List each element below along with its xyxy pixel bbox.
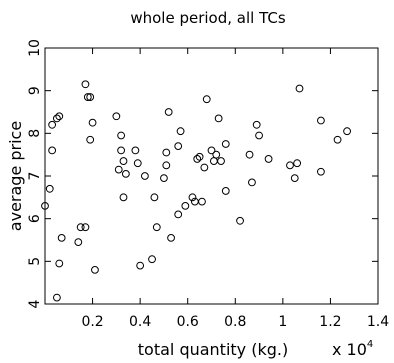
x-tick-label: 1.2 (319, 314, 341, 330)
y-tick-label: 10 (27, 39, 43, 57)
data-points (41, 80, 351, 302)
x-axis-multiplier-base: x 10 (332, 340, 367, 359)
data-point (141, 172, 149, 180)
data-point (245, 150, 254, 159)
data-point (174, 142, 183, 151)
data-point (255, 131, 263, 140)
data-point (162, 148, 171, 157)
data-point (217, 157, 225, 165)
data-point (86, 135, 95, 144)
data-point (164, 108, 173, 116)
data-point (209, 157, 218, 165)
data-point (83, 93, 92, 101)
chart-title: whole period, all TCs (130, 9, 285, 27)
data-point (119, 193, 128, 202)
data-point (333, 135, 342, 144)
data-point (214, 114, 223, 123)
x-tick-label: 1.4 (367, 314, 389, 330)
y-tick-label: 6 (27, 214, 43, 223)
data-point (290, 174, 299, 183)
data-point (193, 155, 202, 163)
data-point (41, 201, 49, 210)
data-point (91, 265, 99, 274)
data-point (148, 255, 156, 264)
x-axis-multiplier: x 104 (332, 339, 373, 359)
data-point (121, 169, 130, 178)
y-tick-label: 4 (27, 299, 43, 308)
x-tick-label: 0.2 (81, 314, 103, 330)
y-tick-label: 5 (27, 257, 43, 266)
data-point (86, 93, 95, 101)
x-axis: 0.2 0.4 0.6 0.8 1 1.2 1.4 (81, 48, 389, 330)
y-tick-label: 7 (27, 172, 43, 181)
data-point (212, 150, 221, 159)
x-axis-label: total quantity (kg.) (138, 340, 288, 359)
data-point (81, 223, 90, 232)
data-point (286, 161, 294, 170)
data-point (52, 114, 61, 123)
data-point (195, 152, 204, 161)
data-point (76, 223, 85, 232)
data-point (221, 187, 230, 195)
data-point (48, 120, 57, 129)
data-point (162, 161, 171, 170)
data-point (150, 193, 159, 202)
data-point (55, 112, 64, 121)
x-tick-label: 0.4 (129, 314, 151, 330)
data-point (131, 146, 140, 155)
data-point (264, 155, 273, 163)
x-axis-multiplier-exponent: 4 (367, 339, 373, 350)
x-tick-label: 1 (278, 314, 287, 330)
data-point (117, 131, 126, 140)
data-point (52, 293, 61, 302)
data-point (174, 210, 183, 219)
data-point (74, 238, 83, 247)
y-tick-label: 8 (27, 129, 43, 138)
data-point (160, 174, 168, 183)
data-point (88, 118, 97, 127)
x-tick-label: 0.6 (177, 314, 199, 330)
y-axis-label: average price (6, 121, 25, 231)
data-point (181, 201, 190, 210)
data-point (188, 193, 197, 202)
data-point (200, 163, 209, 172)
data-point (317, 116, 325, 125)
data-point (117, 146, 126, 155)
data-point (112, 112, 121, 121)
data-point (248, 178, 256, 187)
data-point (343, 127, 351, 136)
data-point (57, 233, 66, 242)
data-point (221, 140, 230, 148)
data-point (252, 120, 261, 129)
data-point (119, 157, 128, 165)
data-point (81, 80, 90, 89)
data-point (202, 95, 211, 104)
data-point (207, 146, 216, 155)
data-point (55, 259, 64, 268)
data-point (136, 261, 145, 270)
plot-frame (44, 47, 379, 305)
data-point (176, 127, 185, 136)
data-point (295, 84, 304, 93)
data-point (167, 233, 175, 242)
data-point (293, 159, 302, 168)
x-tick-label: 0.8 (224, 314, 246, 330)
data-point (317, 167, 325, 176)
data-point (152, 223, 161, 232)
data-point (236, 216, 244, 225)
data-point (114, 165, 123, 174)
data-point (198, 197, 206, 206)
y-tick-label: 9 (27, 86, 43, 95)
data-point (48, 146, 57, 155)
data-point (45, 184, 54, 193)
y-axis: 4 5 6 7 8 9 10 (27, 39, 378, 308)
data-point (133, 159, 142, 168)
